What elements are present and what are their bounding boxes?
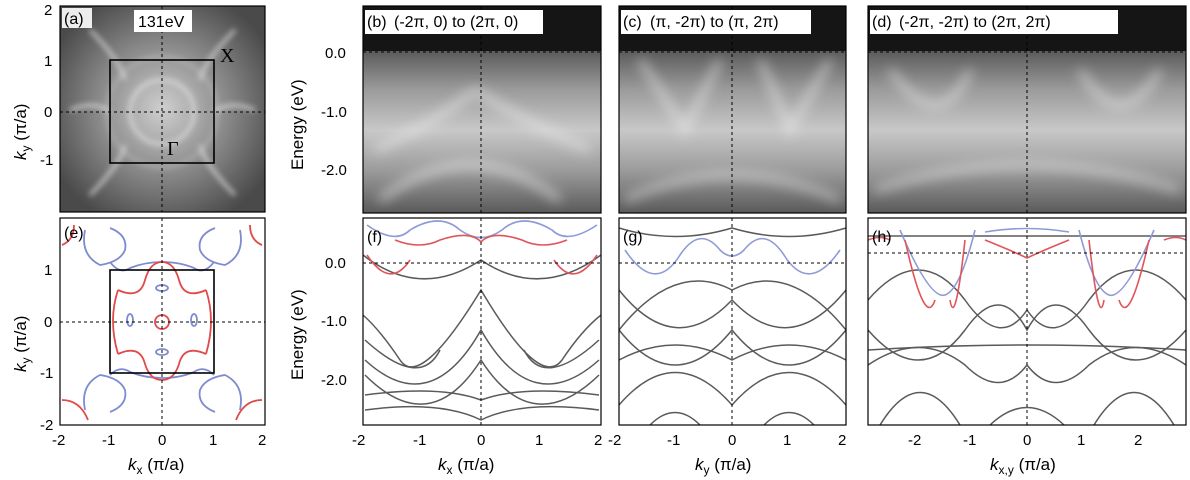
- panel-a-ylabel: ky (π/a): [11, 104, 33, 160]
- xtick-label: 1: [1077, 432, 1085, 449]
- xtick-label: 1: [209, 432, 217, 449]
- xtick-label: 1: [783, 432, 791, 449]
- ytick-label: -1: [40, 152, 53, 169]
- xtick-label: -2: [608, 432, 621, 449]
- fermi-surface-blue: [83, 227, 242, 413]
- ytick-label: 0: [44, 314, 52, 331]
- xtick-label: -1: [413, 432, 426, 449]
- xtick-label: 2: [1134, 432, 1142, 449]
- ytick-label: -1.0: [321, 313, 347, 330]
- panel-b-ylabel: Energy (eV): [288, 79, 307, 170]
- panel-e-xlabel: kx (π/a): [128, 455, 184, 477]
- ytick-label: 0: [44, 104, 52, 121]
- panel-b-tag: (b): [367, 14, 387, 31]
- panel-a-tag: (a): [64, 11, 84, 28]
- panel-g-tag: (g): [623, 229, 643, 246]
- xtick-label: -2: [352, 432, 365, 449]
- xtick-label: -1: [667, 432, 680, 449]
- panel-f-xticks: -2 -1 0 1 2: [352, 432, 602, 449]
- xtick-label: -2: [52, 432, 65, 449]
- xtick-label: 2: [594, 432, 602, 449]
- ytick-label: -1: [40, 365, 53, 382]
- panel-a-yticks: -1 0 1 2: [40, 2, 53, 169]
- xtick-label: 0: [728, 432, 736, 449]
- ytick-label: -1.0: [321, 104, 347, 121]
- panel-h: (h) -2 -1 0 1 2 kx,y (π/a): [867, 217, 1187, 477]
- ytick-label: -2: [40, 417, 53, 434]
- panel-h-xlabel: kx,y (π/a): [990, 455, 1056, 477]
- panel-f-ylabel: Energy (eV): [288, 289, 307, 380]
- panel-e-ylabel: ky (π/a): [11, 316, 33, 372]
- fermi-surface-red: [61, 224, 263, 421]
- panel-e-yticks: -2 -1 0 1: [40, 262, 53, 434]
- panel-e-tag: (e): [64, 225, 84, 242]
- panel-f: (f) 0.0 -1.0 -2.0 Energy (eV) -2 -1 0 1 …: [288, 217, 602, 477]
- x-point-label: X: [220, 45, 235, 67]
- xtick-label: 1: [535, 432, 543, 449]
- panel-c-tag: (c): [623, 14, 642, 31]
- panel-c-cut: (π, -2π) to (π, 2π): [650, 14, 779, 31]
- panel-d-tag: (d): [872, 14, 892, 31]
- panel-b-yticks: 0.0 -1.0 -2.0: [321, 45, 347, 179]
- xtick-label: 2: [258, 432, 266, 449]
- xtick-label: 0: [158, 432, 166, 449]
- panel-h-xticks: -2 -1 0 1 2: [908, 432, 1142, 449]
- gamma-point-label: Γ: [167, 138, 179, 160]
- xtick-label: 0: [1023, 432, 1031, 449]
- xtick-label: -2: [908, 432, 921, 449]
- panel-e: (e) -2 -1 0 1 -2 -1 0 1 2 ky (π/a) kx (π…: [11, 217, 266, 477]
- panel-f-xlabel: kx (π/a): [438, 455, 494, 477]
- ytick-label: 0.0: [325, 255, 346, 272]
- panel-b: (b) (-2π, 0) to (2π, 0) 0.0 -1.0 -2.0 En…: [288, 5, 602, 214]
- ytick-label: -2.0: [321, 162, 347, 179]
- xtick-label: 2: [838, 432, 846, 449]
- xtick-label: -1: [963, 432, 976, 449]
- panel-h-tag: (h): [872, 229, 892, 246]
- panel-g-xticks: -2 -1 0 1 2: [608, 432, 846, 449]
- panel-d-cut: (-2π, -2π) to (2π, 2π): [899, 14, 1051, 31]
- panel-g: (g) -2 -1 0 1 2 ky (π/a): [608, 217, 847, 477]
- panel-e-xticks: -2 -1 0 1 2: [52, 432, 266, 449]
- panel-f-yticks: 0.0 -1.0 -2.0: [321, 255, 347, 389]
- ytick-label: 2: [44, 2, 52, 19]
- xtick-label: 0: [477, 432, 485, 449]
- panel-c: (c) (π, -2π) to (π, 2π): [618, 5, 847, 214]
- panel-g-xlabel: ky (π/a): [695, 455, 751, 477]
- ytick-label: 0.0: [325, 45, 346, 62]
- panel-f-tag: (f): [367, 229, 382, 246]
- panel-h-colored-bands: [867, 227, 1187, 309]
- ytick-label: 1: [44, 53, 52, 70]
- panel-a-energy: 131eV: [138, 14, 185, 31]
- panel-d: (d) (-2π, -2π) to (2π, 2π): [867, 5, 1187, 214]
- ytick-label: 1: [44, 262, 52, 279]
- panel-b-cut: (-2π, 0) to (2π, 0): [394, 14, 518, 31]
- panel-a: (a) 131eV X Γ -1 0 1 2 ky (π/a): [11, 2, 266, 213]
- ytick-label: -2.0: [321, 372, 347, 389]
- xtick-label: -1: [102, 432, 115, 449]
